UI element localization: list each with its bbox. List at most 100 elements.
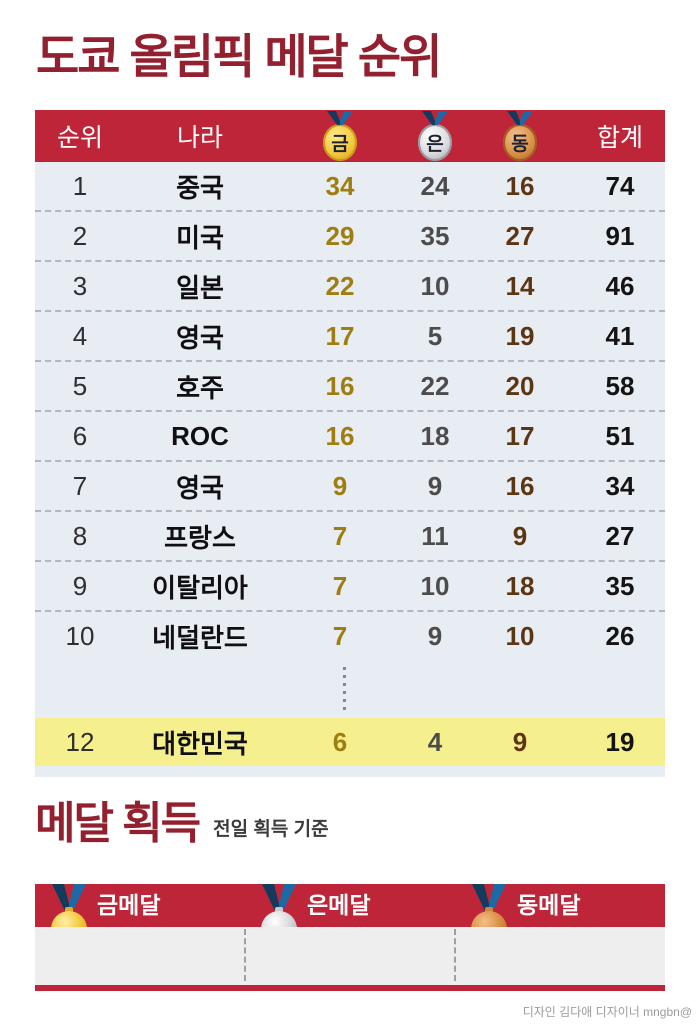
silver-count: 4 [427,726,443,757]
silver-legend-label: 은메달 [307,892,371,918]
country-cell: 영국 [176,472,224,503]
header-rank: 순위 [56,124,103,152]
country-cell: 대한민국 [152,728,248,759]
table-row: 2 미국 29 35 27 91 [35,212,665,262]
bronze-medal-icon: 동 [465,110,575,162]
gold-count: 29 [325,220,355,251]
table-row: 7 영국 9 9 16 34 [35,462,665,512]
rank-cell: 12 [65,726,95,757]
gold-count: 22 [325,270,355,301]
bronze-count: 27 [505,220,535,251]
rank-cell: 3 [72,270,88,301]
bronze-count: 10 [505,620,535,651]
rank-cell: 6 [72,420,88,451]
bottom-accent-line [35,985,665,991]
rank-cell: 8 [72,520,88,551]
bronze-disc-icon: 동 [503,124,537,161]
country-cell: 호주 [176,372,224,403]
medal-clasp [485,907,493,913]
country-cell: 일본 [176,272,224,303]
country-cell: 중국 [176,172,224,203]
total-count: 74 [605,170,635,201]
table-row: 9 이탈리아 7 10 18 35 [35,562,665,612]
bronze-count: 16 [505,170,535,201]
header-total: 합계 [596,124,643,152]
country-cell: 미국 [176,222,224,253]
gold-disc-icon: 금 [323,124,357,161]
ribbon-icon [327,111,353,125]
rank-cell: 1 [72,170,88,201]
bronze-count: 17 [505,420,535,451]
rank-cell: 7 [72,470,88,501]
silver-count: 35 [420,220,450,251]
silver-count: 10 [420,270,450,301]
silver-count: 11 [421,520,449,551]
page-title: 도쿄 올림픽 메달 순위 [36,30,442,83]
table-row: 1 중국 34 24 16 74 [35,162,665,212]
gold-count: 16 [325,370,355,401]
bronze-count: 16 [505,470,535,501]
silver-medal-icon: 은 [405,110,465,162]
total-count: 91 [605,220,635,251]
silver-disc-icon: 은 [418,124,452,161]
table-header-row: 순위 나라 금 은 동 합계 [35,110,665,162]
gold-count: 7 [332,620,348,651]
table-row: 4 영국 17 5 19 41 [35,312,665,362]
total-count: 35 [605,570,635,601]
total-count: 19 [605,726,635,757]
gold-count: 34 [325,170,355,201]
silver-count: 9 [427,620,443,651]
table-row: 8 프랑스 7 11 9 27 [35,512,665,562]
total-count: 58 [605,370,635,401]
silver-count: 10 [420,570,450,601]
gold-legend-label: 금메달 [97,892,161,918]
rank-cell: 4 [72,320,88,351]
designer-credit: 디자인 김다애 디자이너 mngbn@ [522,1005,692,1019]
bronze-count: 14 [505,270,535,301]
country-cell: 이탈리아 [152,572,248,603]
total-count: 46 [605,270,635,301]
total-count: 27 [605,520,635,551]
total-count: 41 [605,320,635,351]
total-count: 34 [605,470,635,501]
country-cell: ROC [171,420,229,451]
rank-cell: 5 [72,370,88,401]
rank-gap [35,660,665,718]
rank-gap-dots [343,667,346,711]
ribbon-icon [422,111,448,125]
header-country: 나라 [176,124,223,152]
silver-count: 24 [420,170,450,201]
legend-body-area [35,927,665,985]
section-subtitle: 전일 획득 기준 [213,819,329,841]
country-cell: 영국 [176,322,224,353]
medal-clasp [65,907,73,913]
medal-legend-banner: 금메달 은메달 동메달 [35,884,665,991]
table-row-highlighted-korea: 12 대한민국 6 4 9 19 [35,718,665,766]
medal-clasp [275,907,283,913]
section-title: 메달 획득 [35,799,201,848]
legend-header-bar: 금메달 은메달 동메달 [35,884,665,947]
total-count: 26 [605,620,635,651]
gold-count: 7 [332,520,348,551]
gold-count: 17 [325,320,355,351]
medal-ranking-table: 순위 나라 금 은 동 합계 1 중국 34 24 16 74 [35,110,665,777]
bronze-count: 19 [505,320,535,351]
gold-count: 16 [325,420,355,451]
bronze-count: 9 [512,726,528,757]
silver-count: 22 [420,370,450,401]
section-title-wrap: 메달 획득 전일 획득 기준 [35,799,329,848]
table-row: 6 ROC 16 18 17 51 [35,412,665,462]
gold-count: 9 [332,470,348,501]
divider [454,929,456,981]
divider [244,929,246,981]
bronze-count: 18 [505,570,535,601]
table-row: 5 호주 16 22 20 58 [35,362,665,412]
bronze-count: 9 [512,520,528,551]
country-cell: 프랑스 [164,522,236,553]
gold-count: 7 [332,570,348,601]
total-count: 51 [605,420,635,451]
table-row: 3 일본 22 10 14 46 [35,262,665,312]
rank-cell: 10 [65,620,95,651]
ribbon-icon [507,111,533,125]
